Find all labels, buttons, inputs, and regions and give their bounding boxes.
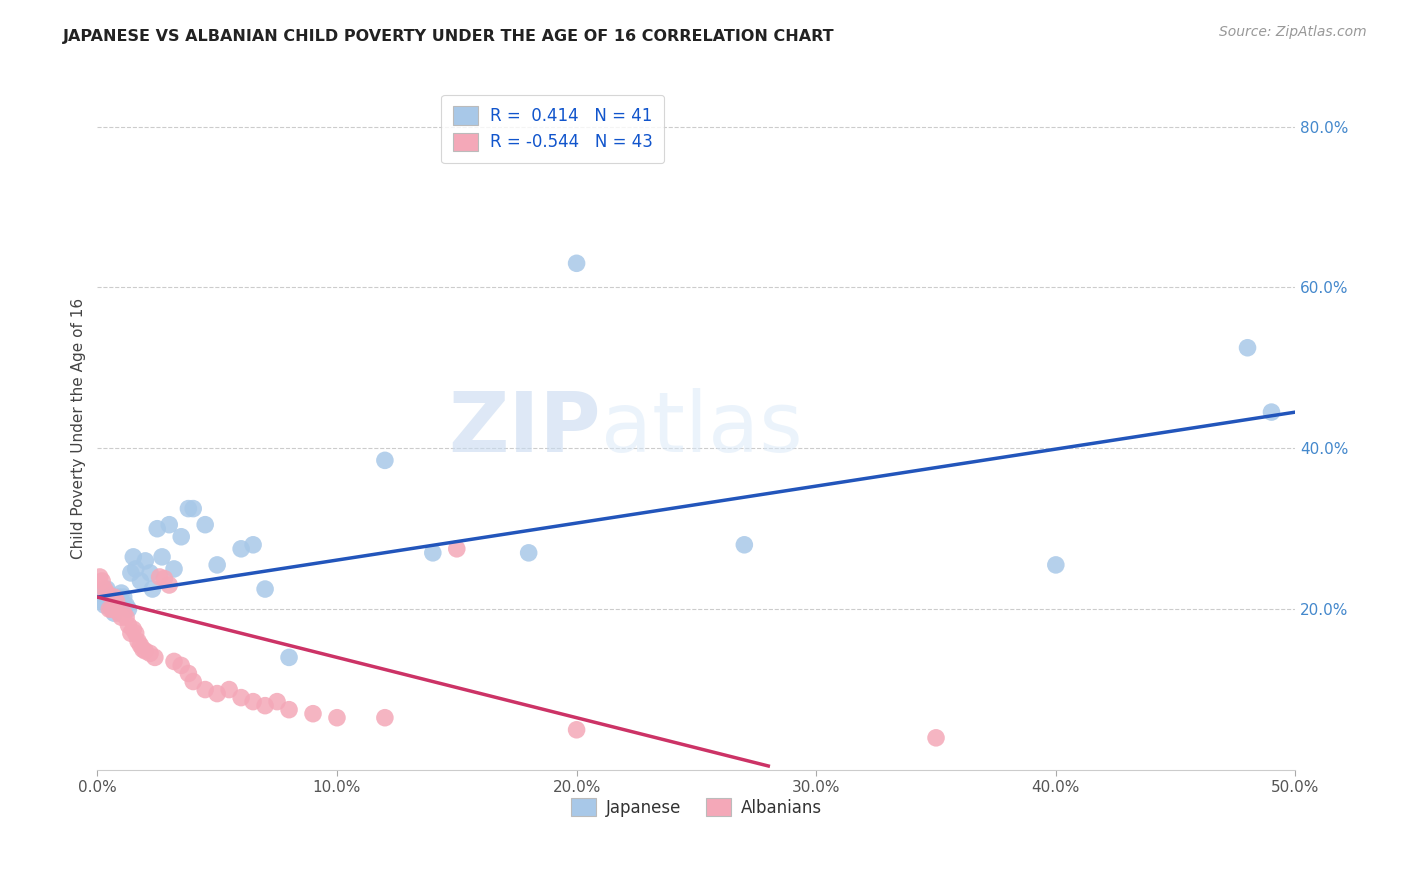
Point — [115, 598, 138, 612]
Point — [122, 549, 145, 564]
Text: Source: ZipAtlas.com: Source: ZipAtlas.com — [1219, 25, 1367, 39]
Point — [302, 706, 325, 721]
Point — [108, 606, 131, 620]
Point — [100, 602, 122, 616]
Point — [170, 530, 193, 544]
Point — [163, 562, 186, 576]
Point — [120, 566, 142, 580]
Point — [93, 598, 115, 612]
Point — [194, 682, 217, 697]
Point — [93, 582, 115, 596]
Point — [266, 695, 288, 709]
Point — [105, 594, 128, 608]
Point — [205, 558, 228, 572]
Legend: Japanese, Albanians: Japanese, Albanians — [564, 791, 828, 823]
Point — [446, 541, 468, 556]
Point — [110, 610, 132, 624]
Point — [103, 606, 125, 620]
Point — [89, 586, 111, 600]
Point — [254, 698, 277, 713]
Point — [278, 703, 301, 717]
Y-axis label: Child Poverty Under the Age of 16: Child Poverty Under the Age of 16 — [72, 298, 86, 558]
Point — [122, 622, 145, 636]
Point — [89, 570, 111, 584]
Point — [103, 590, 125, 604]
Point — [1236, 341, 1258, 355]
Point — [91, 594, 114, 608]
Point — [150, 549, 173, 564]
Point — [112, 590, 135, 604]
Point — [146, 522, 169, 536]
Point — [108, 590, 131, 604]
Point — [194, 517, 217, 532]
Point — [157, 578, 180, 592]
Point — [141, 582, 163, 596]
Point — [96, 582, 118, 596]
Point — [177, 666, 200, 681]
Point — [91, 574, 114, 588]
Point — [139, 646, 162, 660]
Point — [98, 590, 121, 604]
Point — [105, 598, 128, 612]
Point — [117, 618, 139, 632]
Point — [925, 731, 948, 745]
Point — [733, 538, 755, 552]
Point — [374, 453, 396, 467]
Point — [112, 606, 135, 620]
Point — [170, 658, 193, 673]
Point — [242, 538, 264, 552]
Point — [149, 570, 172, 584]
Point — [134, 554, 156, 568]
Point — [205, 687, 228, 701]
Point — [139, 566, 162, 580]
Point — [242, 695, 264, 709]
Text: JAPANESE VS ALBANIAN CHILD POVERTY UNDER THE AGE OF 16 CORRELATION CHART: JAPANESE VS ALBANIAN CHILD POVERTY UNDER… — [63, 29, 835, 44]
Point — [96, 586, 118, 600]
Point — [565, 256, 588, 270]
Text: ZIP: ZIP — [449, 388, 600, 468]
Point — [163, 655, 186, 669]
Text: atlas: atlas — [600, 388, 803, 468]
Point — [177, 501, 200, 516]
Point — [278, 650, 301, 665]
Point — [100, 602, 122, 616]
Point — [129, 574, 152, 588]
Point — [181, 501, 204, 516]
Point — [1045, 558, 1067, 572]
Point — [218, 682, 240, 697]
Point — [132, 642, 155, 657]
Point — [115, 610, 138, 624]
Point — [374, 711, 396, 725]
Point — [326, 711, 349, 725]
Point — [254, 582, 277, 596]
Point — [125, 562, 148, 576]
Point — [117, 602, 139, 616]
Point — [143, 650, 166, 665]
Point — [157, 517, 180, 532]
Point — [517, 546, 540, 560]
Point — [127, 634, 149, 648]
Point — [129, 638, 152, 652]
Point — [134, 644, 156, 658]
Point — [120, 626, 142, 640]
Point — [110, 586, 132, 600]
Point — [153, 572, 176, 586]
Point — [125, 626, 148, 640]
Point — [1260, 405, 1282, 419]
Point — [229, 690, 252, 705]
Point — [229, 541, 252, 556]
Point — [565, 723, 588, 737]
Point — [422, 546, 444, 560]
Point — [181, 674, 204, 689]
Point — [98, 602, 121, 616]
